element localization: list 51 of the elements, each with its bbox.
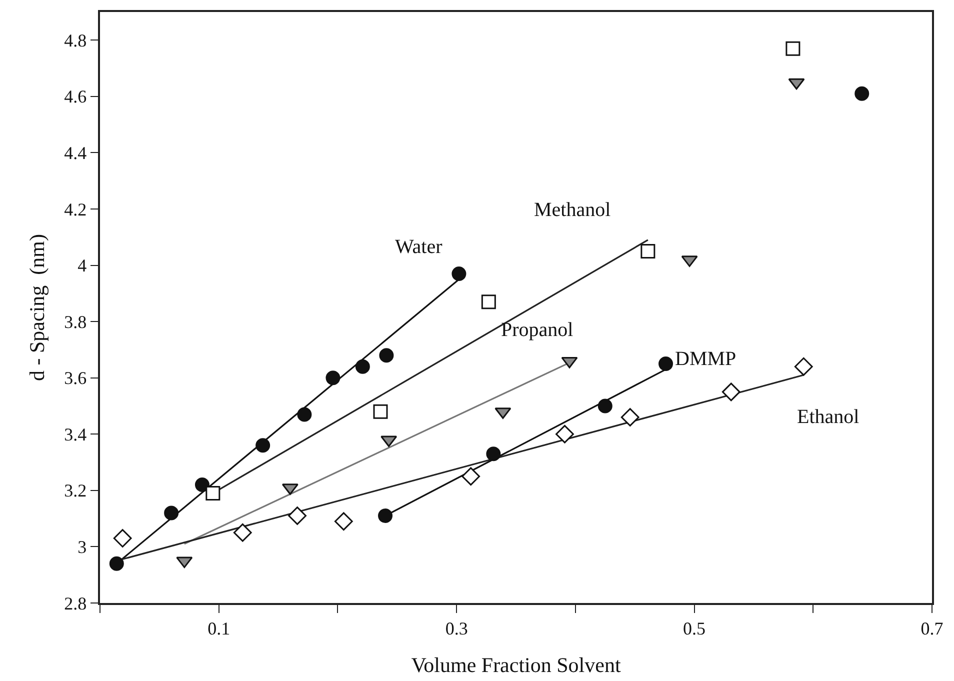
- point: [786, 41, 800, 56]
- point: [334, 512, 353, 531]
- series-label: Water: [395, 236, 443, 258]
- y-tick-label: 4.6: [64, 86, 87, 107]
- point: [297, 407, 312, 422]
- point: [462, 467, 480, 486]
- point: [481, 294, 496, 310]
- point: [256, 438, 270, 453]
- y-tick-label: 3.6: [64, 368, 87, 388]
- x-axis-title: Volume Fraction Solvent: [411, 653, 621, 678]
- y-tick-label: 4: [78, 256, 87, 276]
- point: [640, 244, 656, 258]
- point: [194, 478, 210, 492]
- point: [113, 529, 132, 548]
- y-tick-label: 3: [78, 537, 87, 558]
- point: [486, 446, 501, 462]
- point: [722, 382, 740, 402]
- x-tick-label: 0.3: [445, 618, 468, 638]
- y-tick-label: 4.2: [64, 199, 87, 220]
- y-tick-label: 3.2: [64, 480, 87, 501]
- point: [794, 357, 813, 376]
- y-tick-label: 4.4: [64, 143, 87, 164]
- y-tick-label: 3.4: [64, 424, 87, 444]
- point: [556, 424, 574, 444]
- point: [598, 398, 612, 414]
- point: [658, 356, 674, 372]
- point: [452, 266, 466, 281]
- point: [233, 523, 252, 542]
- y-tick-label: 4.8: [64, 30, 87, 50]
- x-tick-label: 0.1: [208, 618, 230, 638]
- point: [206, 486, 220, 500]
- point: [379, 348, 394, 363]
- point: [620, 408, 640, 426]
- point: [561, 356, 578, 368]
- y-tick-label: 3.8: [64, 312, 87, 332]
- series-label: Methanol: [534, 199, 612, 221]
- point: [326, 370, 340, 386]
- x-tick-label: 0.7: [920, 618, 944, 638]
- point: [373, 404, 388, 419]
- point: [109, 556, 124, 571]
- series-label: DMMP: [675, 348, 736, 370]
- series-label: Propanol: [501, 319, 574, 341]
- x-tick-label: 0.5: [683, 618, 706, 638]
- point: [378, 508, 393, 524]
- point: [854, 86, 870, 101]
- point: [288, 506, 306, 525]
- point: [164, 506, 179, 520]
- y-axis-title: d - Spacing (nm): [24, 234, 49, 381]
- y-tick-label: 2.8: [64, 593, 87, 614]
- series-label: Ethanol: [797, 406, 860, 428]
- point: [355, 359, 370, 374]
